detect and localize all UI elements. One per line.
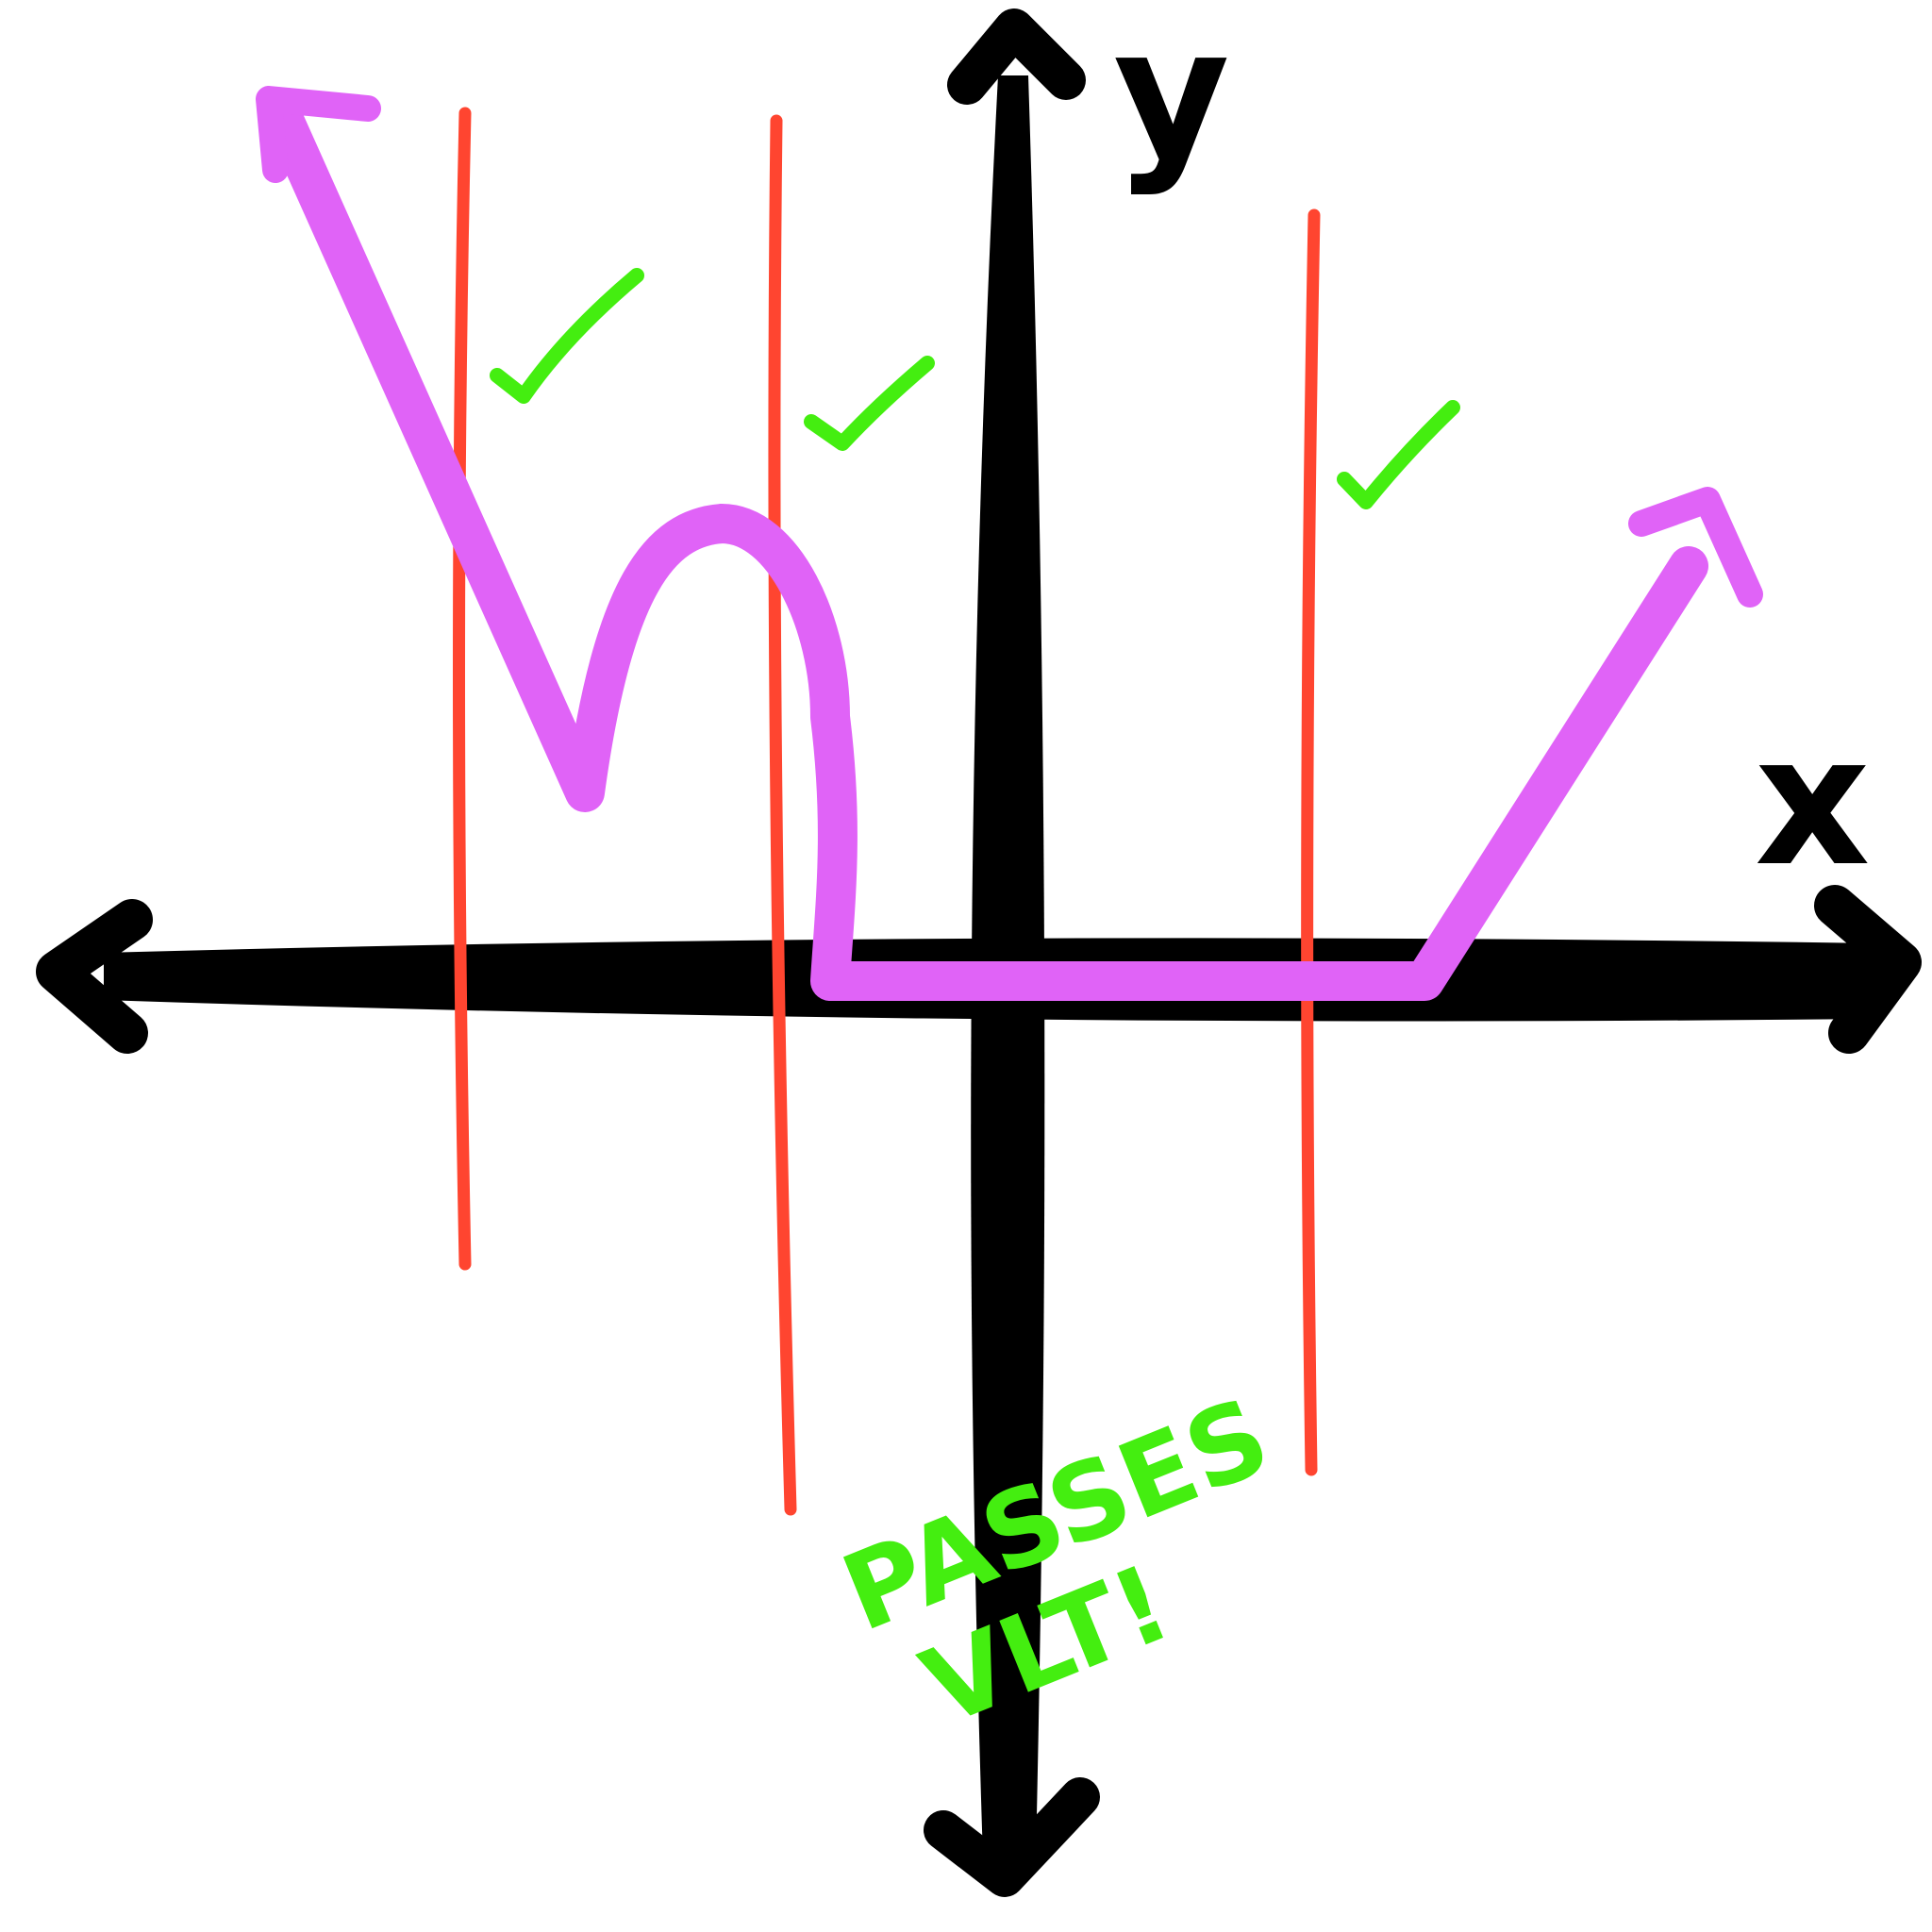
check-marks (490, 268, 1460, 509)
curve-left-arrowhead (256, 86, 381, 183)
curve-right-arrowhead (1628, 487, 1763, 608)
x-axis-label: x (1755, 697, 1871, 906)
vertical-test-line-2 (768, 114, 797, 1516)
vertical-test-line-1 (453, 107, 472, 1271)
y-axis-label: y (1113, 0, 1230, 198)
curve-path (263, 98, 1708, 1001)
check-icon (1337, 400, 1460, 509)
function-curve (256, 86, 1763, 1001)
check-icon (804, 356, 935, 451)
x-axis-left-arrowhead (36, 899, 153, 1054)
vertical-test-line-3 (1301, 208, 1321, 1476)
check-icon (490, 268, 644, 404)
passes-vlt-annotation: PASSES VLT! (826, 1375, 1285, 1750)
vertical-test-lines (453, 107, 1321, 1516)
y-axis-top-arrowhead (947, 8, 1086, 105)
y-axis-bottom-arrowhead (924, 1777, 1100, 1897)
x-axis-right-arrowhead (1814, 885, 1922, 1054)
